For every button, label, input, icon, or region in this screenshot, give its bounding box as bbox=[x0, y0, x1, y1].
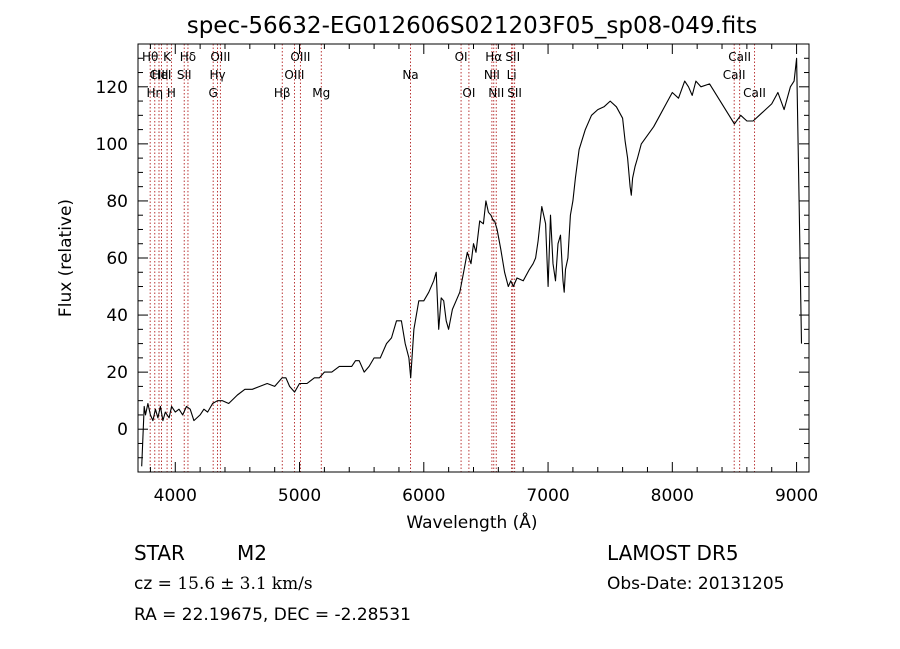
line-marker-label-13: OIII bbox=[290, 50, 310, 64]
line-marker-label-9: Hγ bbox=[209, 68, 225, 82]
line-marker-label-21: Li bbox=[507, 68, 517, 82]
x-tick-label-1: 5000 bbox=[278, 486, 321, 506]
line-marker-label-8: G bbox=[209, 86, 218, 100]
y-tick-label-3: 60 bbox=[106, 249, 128, 269]
y-tick-label-6: 120 bbox=[96, 78, 128, 98]
x-tick-label-2: 6000 bbox=[402, 486, 445, 506]
cz-error: 3.1 bbox=[239, 574, 267, 594]
chart-title: spec-56632-EG012606S021203F05_sp08-049.f… bbox=[187, 13, 758, 39]
x-tick-label-4: 8000 bbox=[651, 486, 694, 506]
y-tick-label-2: 40 bbox=[106, 306, 128, 326]
line-marker-label-18: NII bbox=[484, 68, 500, 82]
emission-line-labels: HθHηCIIIHeIKHSIIHδGHγOIIIHβOIIIOIIIMgNaO… bbox=[142, 50, 766, 100]
cz-unit: km/s bbox=[271, 574, 313, 594]
axis-ticks bbox=[138, 44, 809, 472]
line-marker-label-15: Na bbox=[402, 68, 418, 82]
cz-prefix: cz = bbox=[134, 574, 178, 594]
line-marker-label-20: NII bbox=[488, 86, 504, 100]
emission-line-markers bbox=[149, 44, 756, 472]
line-marker-label-17: OI bbox=[462, 86, 475, 100]
survey-release: LAMOST DR5 bbox=[607, 541, 739, 565]
line-marker-label-5: H bbox=[167, 86, 176, 100]
observation-date: Obs-Date: 20131205 bbox=[607, 574, 785, 594]
object-subclass: M2 bbox=[237, 541, 267, 565]
line-marker-label-4: K bbox=[163, 50, 172, 64]
x-axis-label: Wavelength (Å) bbox=[406, 511, 537, 533]
line-marker-label-10: OIII bbox=[210, 50, 230, 64]
x-tick-label-5: 9000 bbox=[775, 486, 818, 506]
line-marker-label-11: Hβ bbox=[274, 86, 291, 100]
line-marker-label-3: HeI bbox=[152, 68, 172, 82]
y-tick-labels: 0 20 40 60 80 100 120 bbox=[96, 78, 128, 440]
y-axis-label: Flux (relative) bbox=[56, 199, 76, 317]
line-marker-label-7: Hδ bbox=[180, 50, 196, 64]
line-marker-label-14: Mg bbox=[312, 86, 330, 100]
line-marker-label-0: Hθ bbox=[142, 50, 158, 64]
line-marker-label-25: CaII bbox=[728, 50, 751, 64]
line-marker-label-26: CaII bbox=[743, 86, 766, 100]
y-tick-label-0: 0 bbox=[117, 420, 128, 440]
line-marker-label-22: SII bbox=[505, 50, 520, 64]
y-tick-label-5: 100 bbox=[96, 135, 128, 155]
object-class: STAR bbox=[134, 541, 185, 565]
line-marker-label-16: OI bbox=[455, 50, 468, 64]
line-marker-label-1: Hη bbox=[146, 86, 163, 100]
x-tick-labels: 4000 5000 6000 7000 8000 9000 bbox=[154, 486, 819, 506]
line-marker-label-23: SII bbox=[507, 86, 522, 100]
x-tick-label-3: 7000 bbox=[526, 486, 569, 506]
y-tick-label-4: 80 bbox=[106, 192, 128, 212]
x-tick-label-0: 4000 bbox=[154, 486, 197, 506]
line-marker-label-24: CaII bbox=[723, 68, 746, 82]
spectrum-series-line bbox=[141, 57, 803, 467]
cz-plus-minus: ± bbox=[220, 574, 235, 594]
line-marker-label-12: OIII bbox=[284, 68, 304, 82]
redshift-cz: cz = 15.6 ± 3.1 km/s bbox=[134, 574, 313, 594]
line-marker-label-2: CIII bbox=[149, 68, 168, 82]
cz-value: 15.6 bbox=[177, 574, 216, 594]
line-marker-label-6: SII bbox=[177, 68, 192, 82]
spectrum-chart: spec-56632-EG012606S021203F05_sp08-049.f… bbox=[56, 13, 819, 533]
ra-dec-coordinates: RA = 22.19675, DEC = -2.28531 bbox=[134, 605, 411, 625]
y-tick-label-1: 20 bbox=[106, 363, 128, 383]
plot-frame bbox=[137, 43, 810, 473]
line-marker-label-19: Hα bbox=[485, 50, 502, 64]
